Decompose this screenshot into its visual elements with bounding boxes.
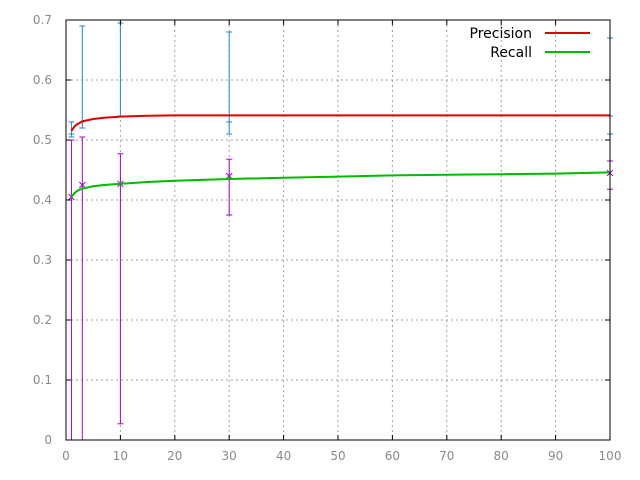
error-bar <box>68 139 75 441</box>
legend-label-precision: Precision <box>470 26 532 42</box>
y-tick-label: 0.6 <box>33 73 52 87</box>
y-tick-label: 0.5 <box>33 133 52 147</box>
error-bar <box>117 153 124 425</box>
y-tick-label: 0 <box>44 433 52 447</box>
y-tick-label: 0.7 <box>33 13 52 27</box>
x-tick-label: 40 <box>276 449 291 463</box>
y-tick-label: 0.3 <box>33 253 52 267</box>
legend: Precision Recall <box>470 26 590 61</box>
y-tick-label: 0.2 <box>33 313 52 327</box>
x-tick-label: 70 <box>439 449 454 463</box>
series-line-recall <box>70 171 611 198</box>
y-tick-label: 0.4 <box>33 193 52 207</box>
x-tick-label: 90 <box>548 449 563 463</box>
y-tick-labels: 0 0.1 0.2 0.3 0.4 0.5 0.6 0.7 <box>33 13 52 447</box>
data-point-marker <box>78 181 86 189</box>
data-point-marker <box>225 172 233 180</box>
x-tick-label: 60 <box>385 449 400 463</box>
x-tick-label: 100 <box>599 449 622 463</box>
error-bar <box>226 31 233 135</box>
x-tick-label: 30 <box>222 449 237 463</box>
x-tick-label: 50 <box>330 449 345 463</box>
grid <box>66 20 610 440</box>
y-tick-label: 0.1 <box>33 373 52 387</box>
error-bar <box>117 22 124 117</box>
x-tick-labels: 0 10 20 30 40 50 60 70 80 90 100 <box>62 449 621 463</box>
error-bar <box>78 136 86 441</box>
axis-ticks <box>65 19 611 441</box>
x-tick-label: 10 <box>113 449 128 463</box>
error-bar <box>79 25 86 129</box>
error-bars <box>68 22 614 441</box>
legend-label-recall: Recall <box>490 45 532 61</box>
x-tick-label: 80 <box>494 449 509 463</box>
series-line-precision <box>70 114 610 132</box>
series-lines <box>70 114 611 198</box>
error-bar <box>225 158 233 216</box>
x-tick-label: 0 <box>62 449 70 463</box>
x-tick-label: 20 <box>167 449 182 463</box>
